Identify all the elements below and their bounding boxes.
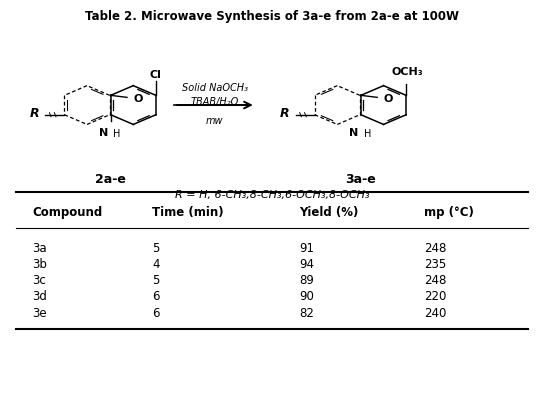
- Text: 6: 6: [152, 307, 160, 320]
- Text: O: O: [133, 94, 143, 103]
- Text: TBAB/H₂O: TBAB/H₂O: [191, 97, 239, 107]
- Text: 2a-e: 2a-e: [95, 173, 126, 186]
- Text: 6: 6: [152, 290, 160, 303]
- Text: 3e: 3e: [33, 307, 47, 320]
- Text: 235: 235: [424, 258, 447, 271]
- Text: 220: 220: [424, 290, 447, 303]
- Text: R: R: [30, 107, 39, 120]
- Text: Compound: Compound: [33, 206, 103, 219]
- Text: Time (min): Time (min): [152, 206, 224, 219]
- Text: 5: 5: [152, 274, 160, 287]
- Text: 3c: 3c: [33, 274, 46, 287]
- Text: 240: 240: [424, 307, 447, 320]
- Text: OCH₃: OCH₃: [392, 67, 423, 77]
- Text: Cl: Cl: [150, 70, 162, 80]
- Text: N: N: [349, 128, 358, 138]
- Text: 89: 89: [299, 274, 314, 287]
- Text: H: H: [363, 129, 371, 139]
- Text: H: H: [113, 129, 121, 139]
- Text: 248: 248: [424, 274, 447, 287]
- Text: N: N: [98, 128, 108, 138]
- Text: Table 2. Microwave Synthesis of 3a-e from 2a-e at 100W: Table 2. Microwave Synthesis of 3a-e fro…: [85, 10, 459, 23]
- Text: mp (°C): mp (°C): [424, 206, 474, 219]
- Text: mw: mw: [206, 116, 224, 126]
- Text: O: O: [384, 94, 393, 103]
- Text: 94: 94: [299, 258, 314, 271]
- Text: 82: 82: [299, 307, 314, 320]
- Text: R = H, 6-CH₃,8-CH₃,6-OCH₃,8-OCH₃: R = H, 6-CH₃,8-CH₃,6-OCH₃,8-OCH₃: [175, 190, 369, 200]
- Text: 3a: 3a: [33, 242, 47, 255]
- Text: Yield (%): Yield (%): [299, 206, 358, 219]
- Text: 90: 90: [299, 290, 314, 303]
- Text: 3d: 3d: [33, 290, 47, 303]
- Text: 91: 91: [299, 242, 314, 255]
- Text: 3b: 3b: [33, 258, 47, 271]
- Text: 3a-e: 3a-e: [345, 173, 376, 186]
- Text: Solid NaOCH₃: Solid NaOCH₃: [182, 83, 248, 93]
- Text: 248: 248: [424, 242, 447, 255]
- Text: R: R: [280, 107, 289, 120]
- Text: 5: 5: [152, 242, 160, 255]
- Text: 4: 4: [152, 258, 160, 271]
